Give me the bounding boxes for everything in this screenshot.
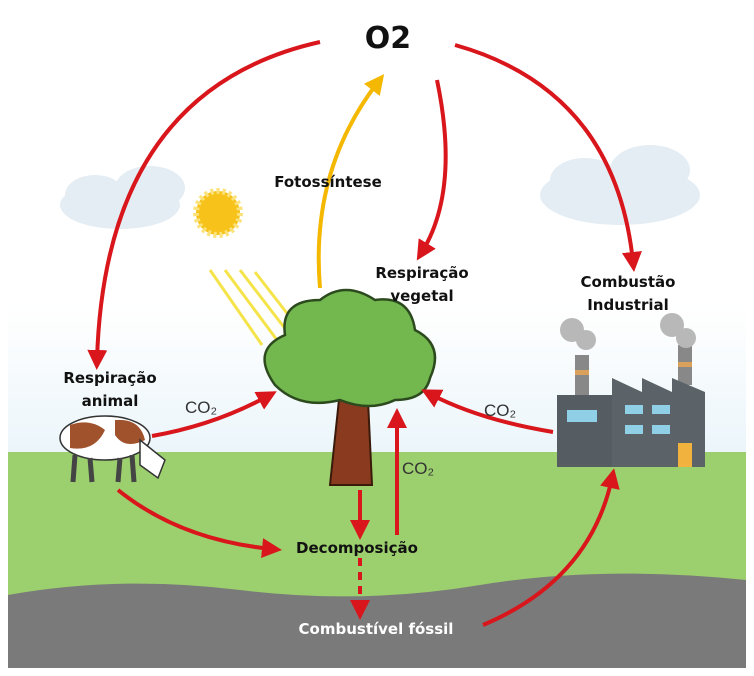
- fossil-fuel-label: Combustível fóssil: [299, 620, 454, 638]
- co2-label: CO₂: [402, 459, 434, 478]
- arrows: [87, 40, 642, 627]
- industrial-combustion-label: Combustão: [581, 273, 676, 291]
- animal-respiration-label: animal: [82, 392, 139, 410]
- photosynthesis-label: Fotossíntese: [274, 173, 382, 191]
- decomposition-label: Decomposição: [296, 539, 418, 557]
- co2-label: CO₂: [185, 398, 217, 417]
- industrial-combustion-label: Industrial: [587, 296, 669, 314]
- plant-respiration-label: vegetal: [390, 287, 453, 305]
- o2-label: O2: [365, 21, 411, 56]
- plant-respiration-label: Respiração: [375, 264, 468, 282]
- co2-label: CO₂: [484, 401, 516, 420]
- animal-respiration-label: Respiração: [63, 369, 156, 387]
- scene: [8, 8, 746, 668]
